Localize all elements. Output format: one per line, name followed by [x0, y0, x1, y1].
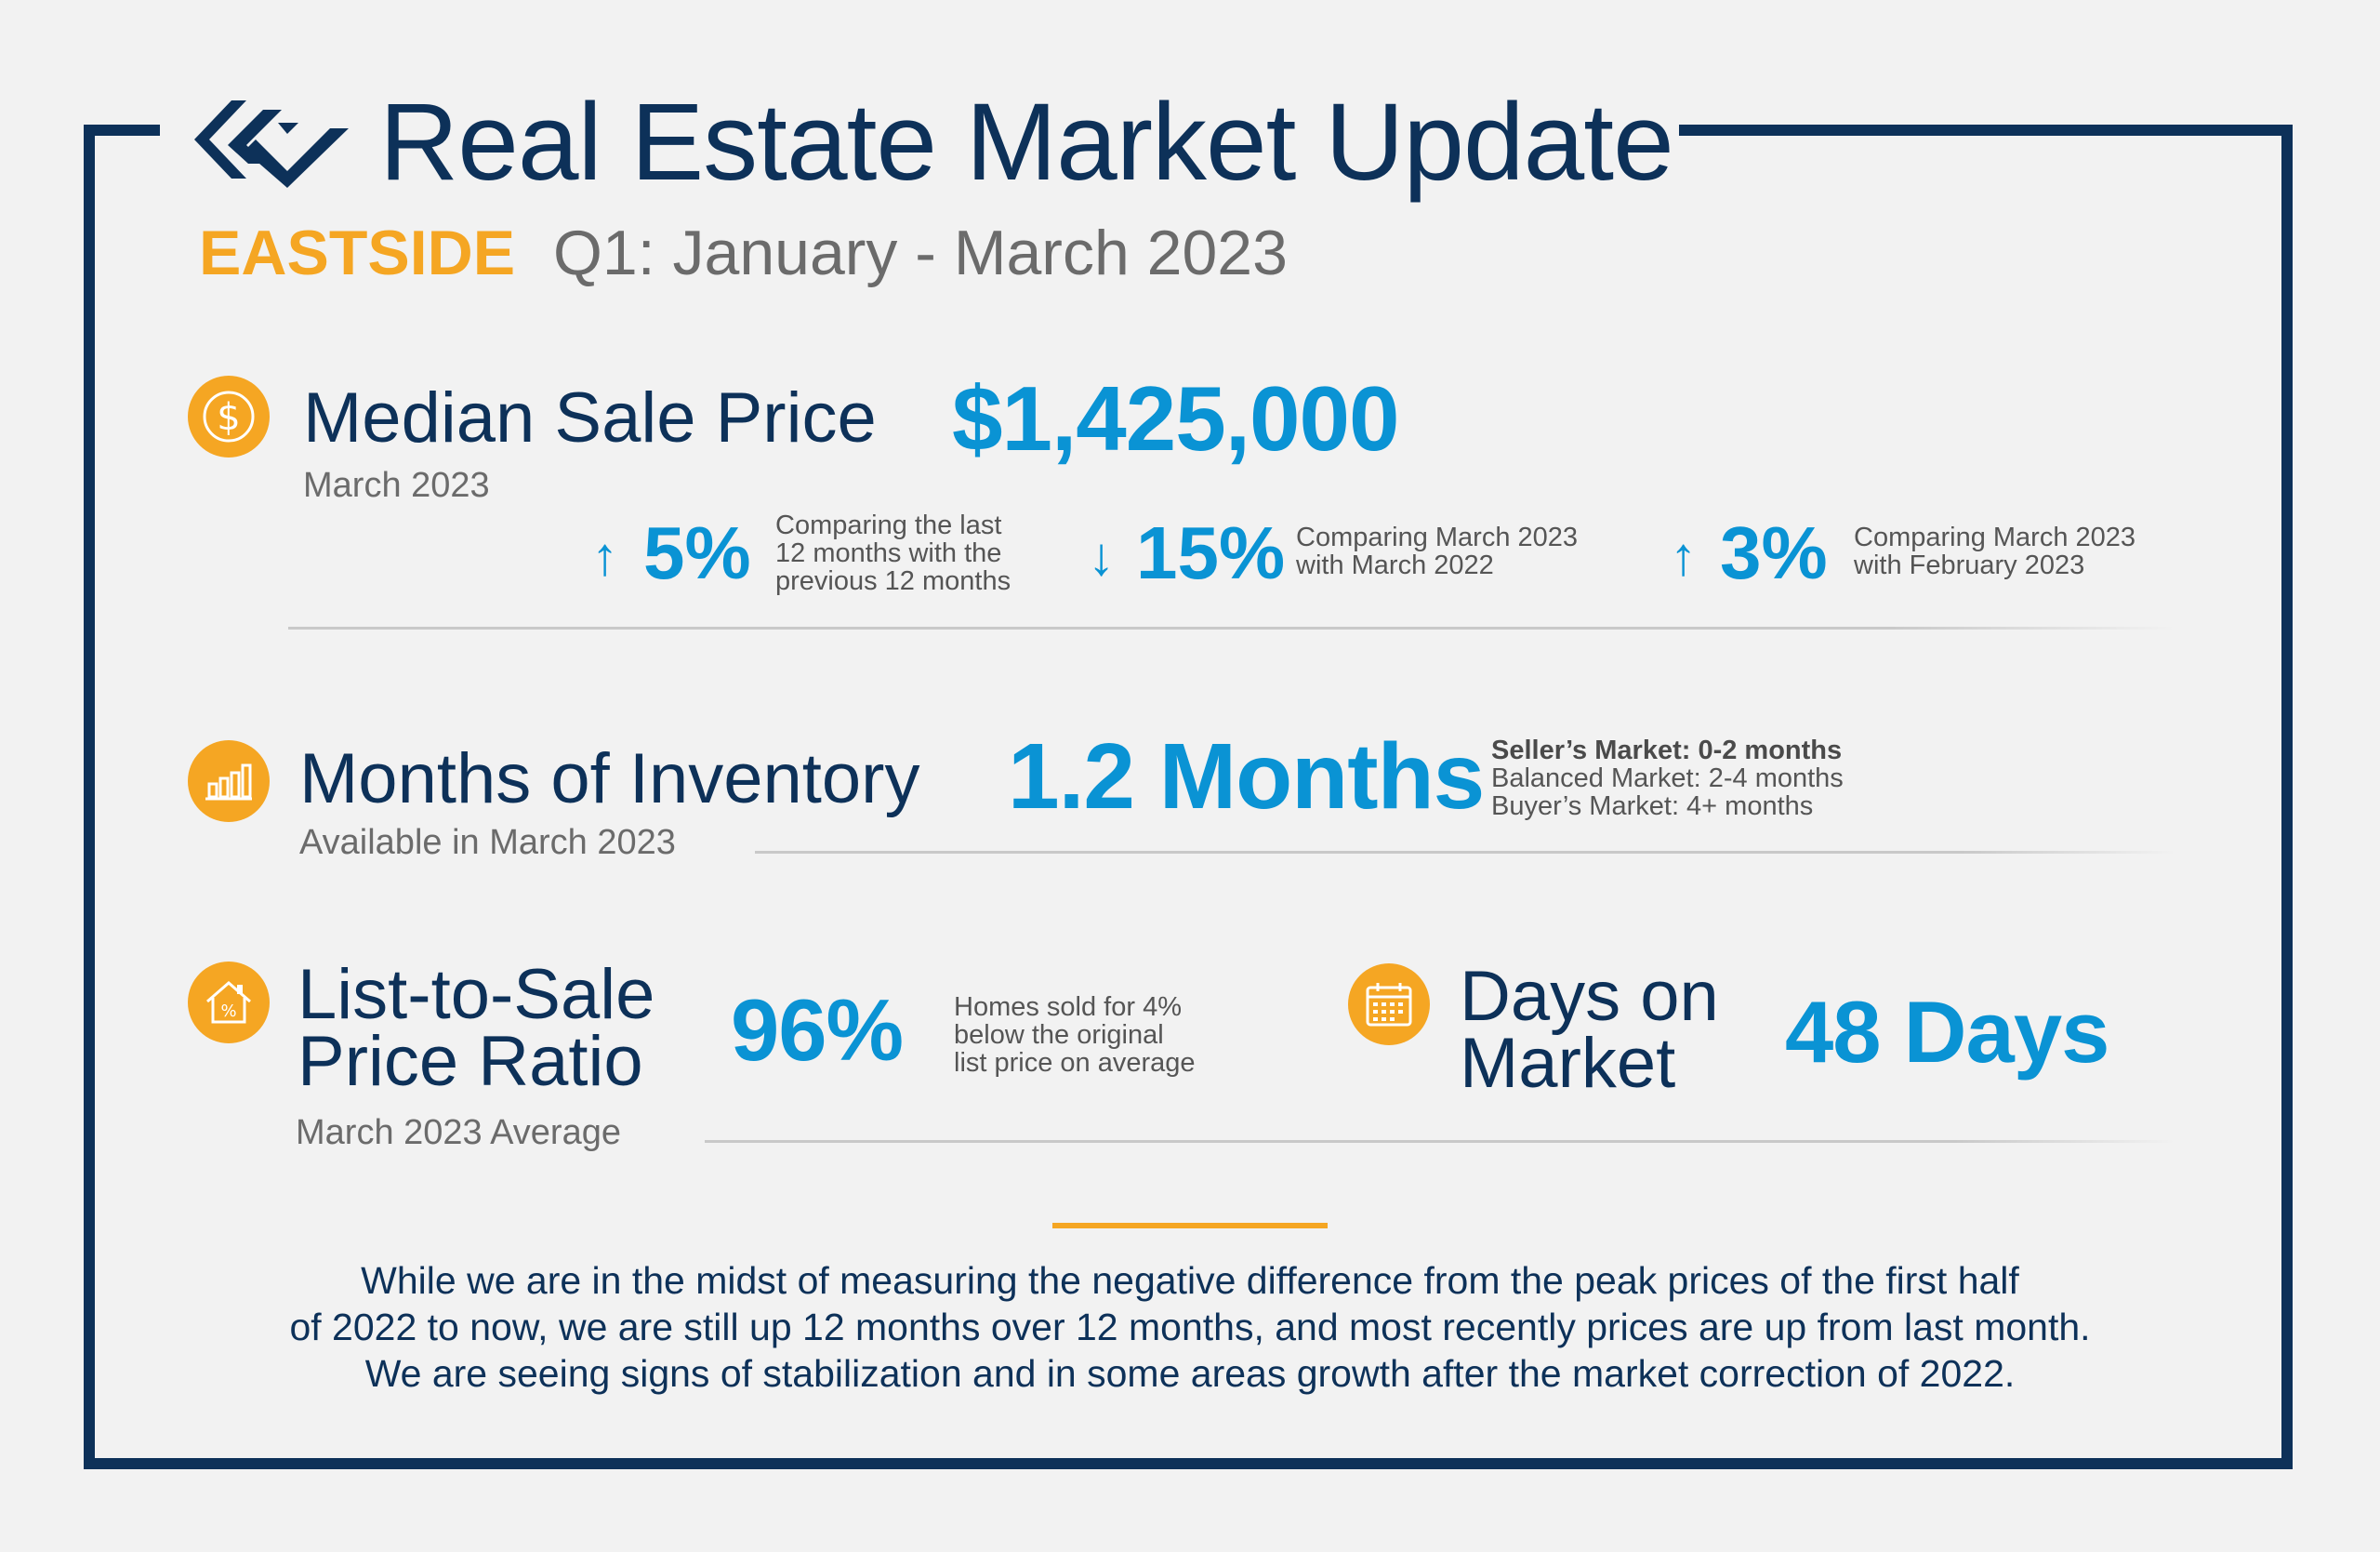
bar-chart-icon	[188, 740, 270, 822]
days-on-market-value: 48 Days	[1785, 983, 2109, 1081]
house-percent-icon: %	[188, 962, 270, 1043]
svg-text:$: $	[217, 396, 240, 439]
dollar-icon: $	[188, 376, 270, 458]
section-divider	[755, 851, 2175, 854]
brand-logo	[194, 100, 349, 188]
arrow-up-icon: ↑	[1670, 526, 1697, 587]
accent-bar	[1052, 1223, 1328, 1228]
calendar-icon	[1348, 963, 1430, 1045]
frame-left	[84, 125, 95, 1469]
list-to-sale-sublabel: March 2023 Average	[296, 1113, 621, 1152]
arrow-down-icon: ↓	[1088, 526, 1115, 587]
page-title: Real Estate Market Update	[379, 81, 1674, 204]
list-to-sale-note: Homes sold for 4% below the original lis…	[954, 992, 1196, 1078]
list-to-sale-value: 96%	[731, 981, 904, 1079]
month-over-month-note: Comparing March 2023 with February 2023	[1854, 523, 2136, 580]
section-divider	[288, 627, 2175, 630]
list-to-sale-heading: List-to-Sale Price Ratio	[298, 955, 655, 1101]
region-label: EASTSIDE	[199, 218, 516, 288]
svg-text:%: %	[220, 1002, 236, 1021]
frame-bottom	[84, 1458, 2293, 1469]
year-over-year-note: Comparing March 2023 with March 2022	[1296, 523, 1579, 580]
summary-paragraph: While we are in the midst of measuring t…	[289, 1259, 2091, 1395]
median-sale-price-sublabel: March 2023	[303, 466, 490, 505]
yoy-12mo-change: 5%	[643, 511, 751, 594]
month-over-month-change: 3%	[1720, 511, 1828, 594]
year-over-year-change: 15%	[1136, 511, 1286, 594]
months-of-inventory-heading: Months of Inventory	[299, 739, 920, 818]
section-divider	[705, 1140, 2175, 1143]
months-of-inventory-value: 1.2 Months	[1008, 724, 1485, 829]
period-label: Q1: January - March 2023	[553, 218, 1288, 288]
frame-right	[2281, 125, 2293, 1469]
median-sale-price-value: $1,425,000	[952, 367, 1399, 470]
months-of-inventory-sublabel: Available in March 2023	[299, 823, 676, 862]
frame-top-right	[1679, 125, 2293, 136]
frame-top-left	[84, 125, 160, 136]
market-type-legend: Seller’s Market: 0-2 months Balanced Mar…	[1491, 736, 1844, 821]
median-sale-price-heading: Median Sale Price	[303, 378, 877, 458]
arrow-up-icon: ↑	[591, 526, 618, 587]
days-on-market-heading: Days on Market	[1460, 957, 1719, 1103]
yoy-12mo-note: Comparing the last 12 months with the pr…	[775, 511, 1012, 596]
